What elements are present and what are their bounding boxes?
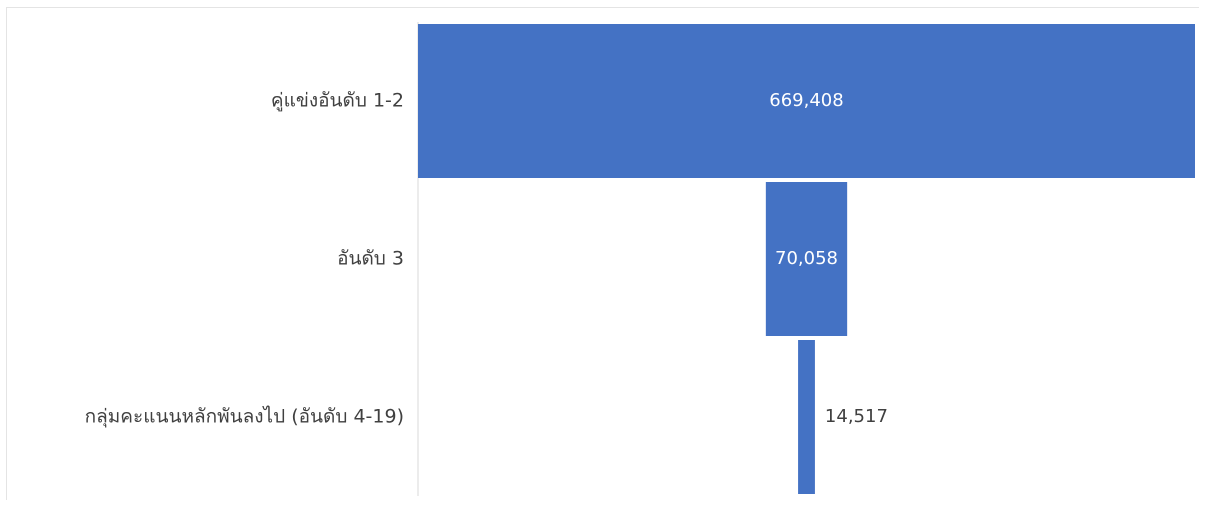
bars-layer [418, 24, 1195, 494]
funnel-bar-3 [798, 340, 815, 494]
value-label-1: 669,408 [769, 90, 843, 111]
value-labels: 669,408 70,058 14,517 [769, 90, 888, 427]
category-label-2: อันดับ 3 [337, 248, 404, 270]
value-label-3: 14,517 [825, 406, 888, 427]
value-label-2: 70,058 [775, 248, 838, 269]
category-labels: คู่แข่งอันดับ 1-2 อันดับ 3 กลุ่มคะแนนหลักพ… [85, 90, 404, 429]
category-label-3: กลุ่มคะแนนหลักพันลงไป (อันดับ 4-19) [85, 406, 404, 429]
funnel-bar-2 [765, 182, 848, 336]
chart-frame [6, 7, 1199, 500]
funnel-bar-1 [418, 24, 1195, 178]
category-label-1: คู่แข่งอันดับ 1-2 [271, 90, 404, 112]
